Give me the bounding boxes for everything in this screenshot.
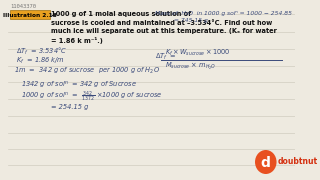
Text: 11043370: 11043370 [10,4,36,9]
Text: = 745.15 g: = 745.15 g [174,18,208,23]
Text: $\Delta T_f$  =: $\Delta T_f$ = [155,52,176,62]
Text: 1m  =  342 g of sucrose  per 1000 g of $H_2O$: 1m = 342 g of sucrose per 1000 g of $H_2… [14,66,160,76]
Text: d: d [261,156,271,170]
Text: 1000 g of 1 molal aqueous solution of: 1000 g of 1 molal aqueous solution of [52,11,191,17]
Text: = 254.15 g: = 254.15 g [52,104,89,110]
Text: $\Delta T_f$  = 3.534°C: $\Delta T_f$ = 3.534°C [15,46,67,57]
FancyBboxPatch shape [10,10,50,19]
Text: doubtnut: doubtnut [277,158,317,166]
Text: 1000 g of sol$^n$  =  $\frac{342}{1372}$ $\times$1000 g of sucrose: 1000 g of sol$^n$ = $\frac{342}{1372}$ $… [21,90,163,104]
Text: Illustration 2.13: Illustration 2.13 [3,12,57,17]
Text: = 1.86 k m⁻¹.): = 1.86 k m⁻¹.) [52,37,103,44]
Text: much ice will separate out at this temperature. (Kₑ for water: much ice will separate out at this tempe… [52,28,277,34]
Text: $K_f$  = 1.86 k/m: $K_f$ = 1.86 k/m [15,56,64,66]
Text: $K_f \times W_{sucrose} \times 1000$: $K_f \times W_{sucrose} \times 1000$ [165,48,231,58]
Text: 1342 g of sol$^n$  = 342 g of Sucrose: 1342 g of sol$^n$ = 342 g of Sucrose [21,80,137,91]
Text: Mass of  H₂O  in 1000 g solⁿ = 1000 − 254.85: Mass of H₂O in 1000 g solⁿ = 1000 − 254.… [155,11,292,16]
Text: $M_{sucrose}$ $\times$ $m_{H_2O}$: $M_{sucrose}$ $\times$ $m_{H_2O}$ [165,61,217,72]
Circle shape [255,150,276,174]
Text: sucrose is cooled and maintained at –3.534°C. Find out how: sucrose is cooled and maintained at –3.5… [52,19,273,26]
